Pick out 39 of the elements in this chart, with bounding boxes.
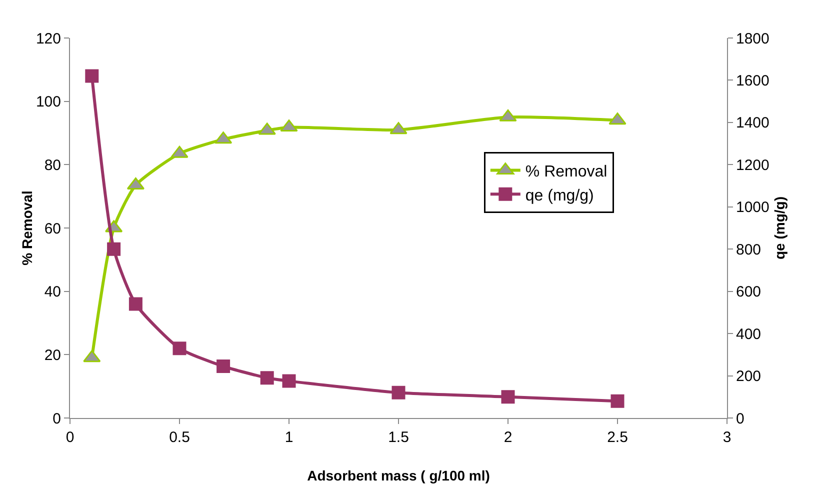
point (128, 297, 142, 311)
legend-label: qe (mg/g) (525, 187, 594, 204)
y-tick-label: 100 (36, 94, 61, 111)
x-tick-label: 1 (284, 429, 294, 446)
point (501, 390, 515, 404)
y2-tick-label: 1600 (736, 72, 770, 90)
y-tick-label: 0 (52, 410, 61, 428)
point (392, 386, 406, 400)
x-tick-label: 2 (504, 429, 512, 446)
point (85, 69, 99, 83)
y-tick-label: 60 (44, 220, 61, 238)
y-axis-title: % Removal (19, 190, 35, 266)
point (172, 342, 186, 356)
point (216, 360, 230, 374)
y2-tick-label: 1400 (736, 114, 770, 132)
point (610, 394, 624, 408)
y-tick-label: 80 (44, 156, 61, 174)
y2-tick-label: 1000 (736, 199, 770, 216)
y-tick-label: 20 (44, 346, 61, 364)
point (282, 374, 296, 388)
y2-tick-label: 1800 (736, 30, 770, 48)
x-tick-label: 0.5 (169, 429, 190, 446)
x-tick-label: 2.5 (607, 429, 628, 446)
y-tick-label: 40 (44, 284, 61, 301)
legend-label: % Removal (525, 164, 608, 181)
y2-tick-label: 200 (736, 368, 762, 386)
y2-axis-title: qe (mg/g) (771, 196, 788, 260)
point (107, 242, 121, 256)
point (260, 371, 274, 385)
y2-tick-label: 600 (736, 284, 762, 301)
x-axis-title: Adsorbent mass ( g/100 ml) (307, 467, 490, 484)
y2-tick-label: 1200 (736, 156, 770, 174)
y-tick-label: 120 (36, 30, 61, 48)
x-tick-label: 3 (722, 429, 732, 446)
x-tick-label: 1.5 (388, 429, 409, 446)
y2-tick-label: 400 (736, 326, 762, 343)
y2-tick-label: 800 (736, 241, 762, 258)
x-tick-label: 0 (66, 429, 74, 446)
y2-tick-label: 0 (736, 410, 744, 428)
